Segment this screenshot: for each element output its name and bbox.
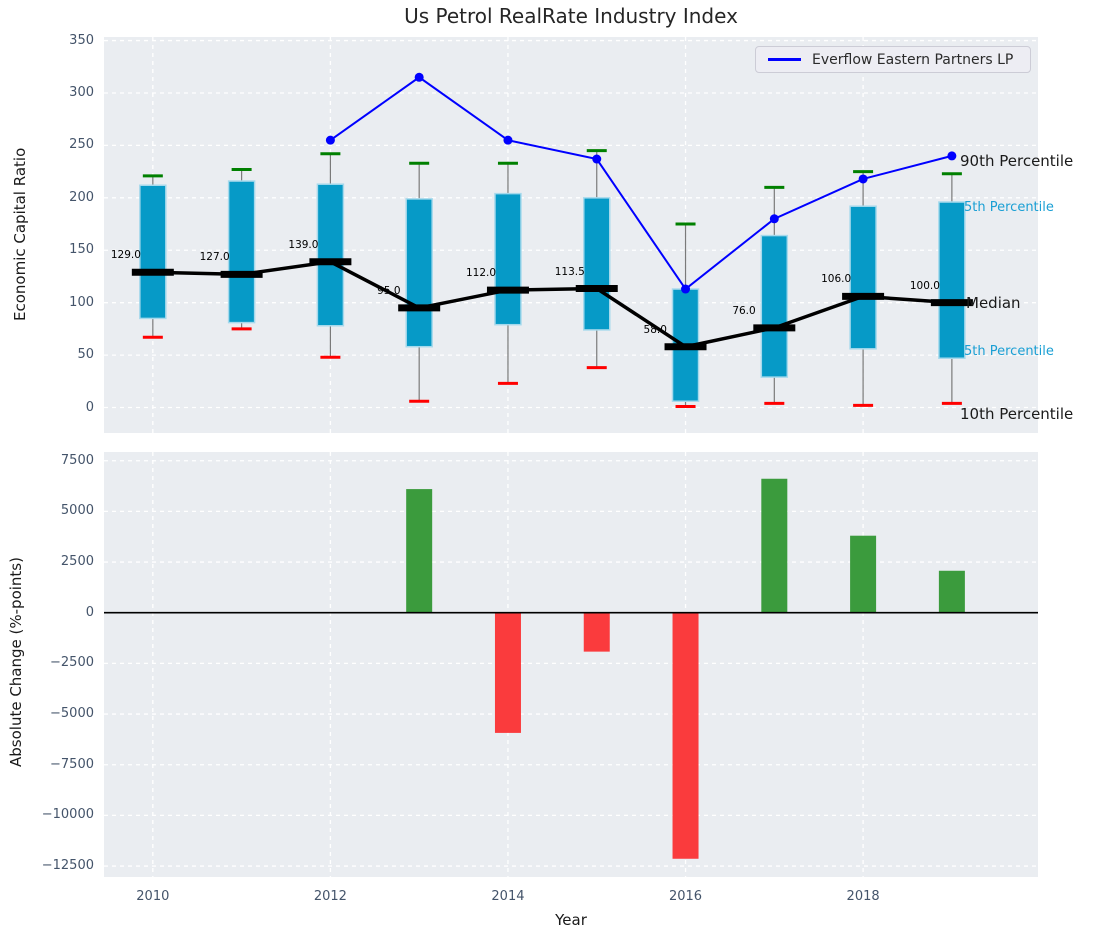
legend-line-sample [768, 58, 801, 61]
change-bar [494, 612, 521, 733]
change-bar [850, 535, 877, 613]
bottom-plot-area [104, 452, 1038, 877]
company-marker [325, 135, 335, 145]
median-value-label: 58.0 [643, 323, 667, 336]
x-tick-label: 2014 [491, 889, 525, 904]
legend: Everflow Eastern Partners LP [755, 46, 1031, 73]
median-value-label: 95.0 [377, 284, 401, 297]
x-tick-label: 2010 [136, 889, 170, 904]
top-y-tick-label: 0 [85, 399, 94, 415]
legend-label: Everflow Eastern Partners LP [812, 51, 1014, 68]
top-y-tick-label: 50 [77, 347, 94, 363]
top-y-tick-label: 300 [69, 84, 94, 100]
top-y-tick-label: 100 [69, 294, 94, 310]
median-value-label: 129.0 [110, 249, 141, 262]
annotation-25th-percentile: 5th Percentile [964, 344, 1054, 359]
company-marker [769, 214, 779, 224]
annotation-75th-percentile: 5th Percentile [964, 200, 1054, 215]
annotation-90th-percentile: 90th Percentile [960, 152, 1074, 170]
median-line [152, 259, 953, 349]
company-line [329, 76, 953, 291]
percentile-box [582, 197, 611, 331]
bottom-y-tick-label: −7500 [50, 756, 94, 772]
top-y-tick-label: 200 [69, 189, 94, 205]
annotation-10th-percentile: 10th Percentile [960, 405, 1074, 423]
top-y-tick-label: 150 [69, 242, 94, 258]
company-marker [503, 135, 513, 145]
percentile-box [494, 192, 522, 326]
company-marker [681, 284, 691, 294]
median-value-label: 113.5 [554, 265, 585, 278]
bottom-y-tick-label: −2500 [50, 655, 94, 671]
change-bar [761, 478, 788, 613]
top-plot-svg [104, 37, 1038, 433]
percentile-box [316, 183, 345, 327]
percentile-box [849, 205, 877, 350]
bottom-y-tick-label: −12500 [41, 858, 94, 874]
median-value-label: 127.0 [199, 251, 230, 264]
company-marker [592, 154, 602, 164]
median-value-label: 100.0 [909, 279, 940, 292]
x-tick-label: 2016 [668, 889, 703, 904]
bottom-y-tick-label: 0 [85, 604, 94, 620]
bottom-y-tick-label: 7500 [60, 452, 94, 468]
top-y-tick-label: 250 [69, 137, 94, 153]
change-bar [583, 612, 610, 652]
change-bar [672, 612, 699, 859]
percentile-box [227, 180, 256, 324]
company-marker [858, 174, 868, 184]
percentile-box [760, 234, 789, 378]
median-value-label: 76.0 [732, 304, 756, 317]
chart-title: Us Petrol RealRate Industry Index [404, 4, 738, 28]
median-value-label: 139.0 [288, 238, 319, 251]
x-tick-label: 2012 [313, 889, 347, 904]
bottom-plot-svg [104, 452, 1038, 877]
x-axis-label: Year [555, 911, 587, 929]
top-y-tick-label: 350 [69, 32, 94, 48]
annotation-median: Median [966, 294, 1021, 312]
bottom-y-tick-label: 5000 [60, 503, 94, 519]
median-value-label: 112.0 [465, 267, 497, 280]
company-marker [947, 151, 957, 161]
top-plot-area [104, 37, 1038, 433]
change-bar [938, 570, 965, 613]
x-tick-label: 2018 [846, 889, 880, 904]
change-bar [406, 489, 433, 613]
percentile-box [938, 201, 966, 359]
median-value-label: 106.0 [821, 273, 852, 286]
bottom-y-tick-label: −10000 [41, 807, 94, 823]
percentile-box [139, 184, 167, 320]
bottom-y-tick-label: 2500 [60, 554, 94, 570]
percentile-box [405, 198, 433, 348]
bottom-y-tick-label: −5000 [50, 706, 94, 722]
company-marker [414, 72, 424, 82]
